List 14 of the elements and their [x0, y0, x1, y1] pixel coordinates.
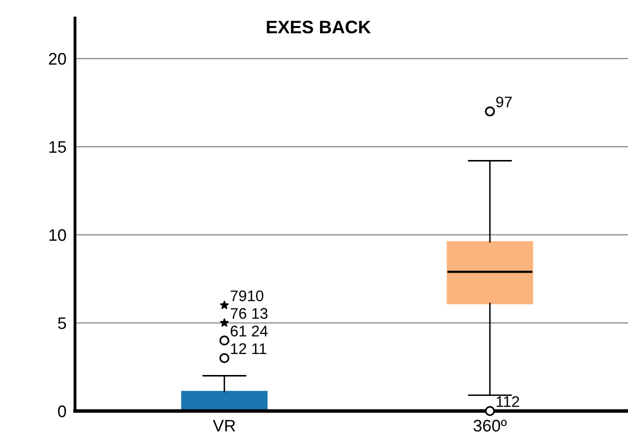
chart-title: EXES BACK: [266, 20, 371, 34]
y-tick-label: 10: [49, 229, 66, 241]
annotation: 61 24: [230, 326, 268, 336]
y-tick-label: 20: [48, 52, 66, 65]
x-tick-label: VR: [212, 420, 236, 432]
y-tick-label: 15: [49, 141, 66, 153]
annotation: 97: [496, 96, 512, 108]
annotation: 12 11: [231, 343, 266, 354]
annotation: 76 13: [230, 308, 268, 319]
y-tick-label: 5: [58, 317, 66, 330]
annotation: 7910: [230, 290, 264, 302]
annotation: 112: [496, 396, 520, 407]
y-tick-label: 0: [58, 405, 66, 418]
x-tick-label: 360º: [474, 420, 507, 432]
